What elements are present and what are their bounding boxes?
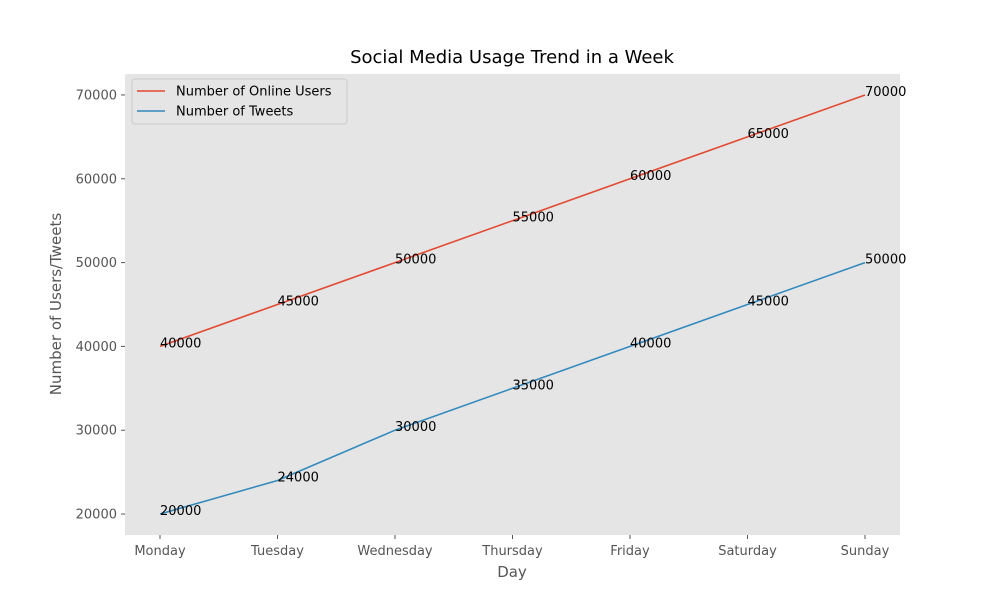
x-axis-label: Day [497, 563, 527, 581]
y-tick-label: 30000 [76, 424, 117, 439]
series-line-0 [159, 94, 866, 348]
legend: Number of Online Users Number of Tweets [131, 78, 348, 125]
y-axis-label: Number of Users/Tweets [47, 213, 65, 396]
chart-title: Social Media Usage Trend in a Week [350, 47, 674, 68]
data-label: 40000 [160, 336, 201, 351]
x-tick-label: Monday [134, 544, 186, 559]
y-tick-label: 40000 [76, 340, 117, 355]
plot-area [125, 74, 900, 535]
x-tick-label: Sunday [841, 544, 890, 559]
x-tick-label: Saturday [718, 544, 777, 559]
data-label: 24000 [278, 471, 319, 486]
data-label: 55000 [513, 211, 554, 226]
x-tick-label: Tuesday [250, 544, 304, 559]
x-tick-label: Friday [610, 544, 650, 559]
y-tick-label: 60000 [76, 172, 117, 187]
data-label: 45000 [748, 295, 789, 310]
series-lines [159, 94, 866, 515]
x-tick-label: Wednesday [357, 544, 433, 559]
legend-box [131, 78, 348, 125]
y-tick-label: 20000 [76, 508, 117, 523]
series-line-1 [159, 261, 866, 515]
data-label: 30000 [395, 420, 436, 435]
data-label: 50000 [395, 253, 436, 268]
data-label: 50000 [865, 253, 906, 268]
y-tick-label: 70000 [76, 88, 117, 103]
data-label: 20000 [160, 504, 201, 519]
data-labels: 40000 45000 50000 55000 60000 65000 70000 20000… [160, 85, 906, 519]
data-label: 35000 [513, 378, 554, 393]
legend-entry: Number of Tweets [176, 105, 294, 120]
legend-entry: Number of Online Users [176, 85, 332, 100]
y-tick-label: 50000 [76, 256, 117, 271]
y-axis: 20000 30000 40000 50000 60000 70000 [76, 88, 125, 523]
x-axis: Monday Tuesday Wednesday Thursday Friday Satu… [134, 535, 890, 559]
data-label: 70000 [865, 85, 906, 100]
x-tick-label: Thursday [481, 544, 543, 559]
data-label: 45000 [278, 295, 319, 310]
data-label: 40000 [630, 336, 671, 351]
data-label: 65000 [748, 127, 789, 142]
data-label: 60000 [630, 169, 671, 184]
